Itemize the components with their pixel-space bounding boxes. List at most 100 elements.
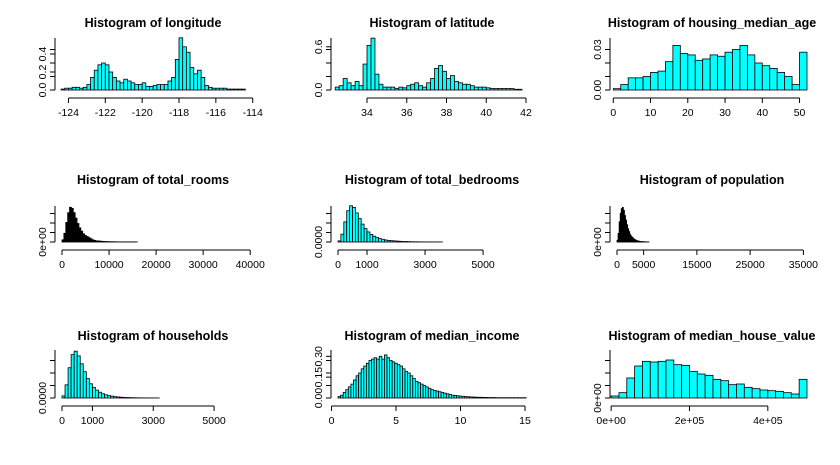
histogram-bar xyxy=(360,223,365,243)
y-tick-label: 0.2 xyxy=(37,65,49,80)
histogram-bar xyxy=(513,88,519,91)
histogram-bar xyxy=(473,86,479,91)
histogram-bar xyxy=(178,37,184,91)
y-tick-label: 0e+00 xyxy=(592,383,604,413)
histogram-bar xyxy=(454,80,459,91)
x-tick-label: 0 xyxy=(610,107,616,119)
y-tick-label: 0.30 xyxy=(313,346,325,367)
histogram-bar xyxy=(618,392,628,399)
histogram-bar xyxy=(743,386,753,399)
histogram-bar xyxy=(378,238,382,243)
histogram-bar xyxy=(174,59,180,91)
histogram-bar xyxy=(370,37,376,91)
histogram-bar xyxy=(70,354,75,399)
histogram-bar xyxy=(101,393,105,399)
x-tick-label: 4e+05 xyxy=(753,415,783,427)
histogram-bar xyxy=(79,363,84,399)
histogram-bar xyxy=(68,87,73,91)
x-tick-label: 0 xyxy=(614,259,620,271)
histogram-bar xyxy=(112,77,117,91)
histogram-bar xyxy=(717,55,726,91)
histogram-bar xyxy=(720,380,730,399)
histogram-bar xyxy=(343,221,348,243)
y-tick-label: 0e+00 xyxy=(592,227,604,257)
histogram-bar xyxy=(746,54,756,91)
histogram-bar xyxy=(342,78,348,91)
histogram-bar xyxy=(355,212,359,243)
histogram-bar xyxy=(465,83,471,91)
x-tick-label: 10 xyxy=(455,415,467,427)
y-tick-label: 0.0000 xyxy=(313,226,325,258)
histogram-bar xyxy=(505,88,511,91)
histogram-bar xyxy=(241,88,246,91)
histogram-bar xyxy=(237,88,243,91)
bars xyxy=(61,206,138,243)
histogram-bar xyxy=(767,390,777,399)
histogram-bar xyxy=(163,84,169,91)
histogram-bar xyxy=(665,61,674,91)
x-tick-label: 15000 xyxy=(682,259,711,271)
histogram-bar xyxy=(145,86,150,91)
histogram-bar xyxy=(438,65,443,91)
x-tick-label: 0 xyxy=(329,415,335,427)
histogram-bar xyxy=(141,82,147,91)
histogram-bar xyxy=(152,85,158,91)
histogram-bar xyxy=(497,88,503,91)
x-tick-label: 5000 xyxy=(202,415,226,427)
x-tick-label: 30000 xyxy=(189,259,218,271)
bars xyxy=(616,207,650,243)
x-tick-label: 5 xyxy=(393,415,399,427)
histogram-bar xyxy=(673,364,683,399)
histogram-bar xyxy=(378,83,384,91)
y-tick-label: 0e+00 xyxy=(37,227,49,257)
x-tick-label: 40000 xyxy=(236,259,265,271)
histogram-bar xyxy=(410,83,416,91)
histogram-bar xyxy=(775,390,784,399)
histogram-bar xyxy=(101,62,106,91)
histogram-bar xyxy=(386,240,391,243)
histogram-bar xyxy=(86,84,91,91)
histogram-bar xyxy=(650,72,659,91)
histogram-panel: Histogram of latitude 34 36 38 40 42 0.0 0.6 xyxy=(313,16,532,119)
histogram-bar xyxy=(799,51,808,91)
histogram-bar xyxy=(346,210,351,243)
histogram-bar xyxy=(414,82,420,91)
histogram-bar xyxy=(761,65,771,91)
bars xyxy=(610,359,808,399)
histogram-bar xyxy=(366,231,371,243)
histogram-bar xyxy=(185,51,191,91)
histogram-bar xyxy=(375,237,380,243)
histogram-bar xyxy=(612,88,622,91)
chart-title: Histogram of households xyxy=(78,329,229,343)
histogram-bar xyxy=(509,88,515,91)
histogram-bar xyxy=(350,85,356,91)
histogram-bar xyxy=(204,85,209,91)
chart-title: Histogram of housing_median_age xyxy=(608,16,816,30)
y-tick-label: 0.4 xyxy=(37,47,49,62)
x-tick-label: 15 xyxy=(519,415,531,427)
chart-title: Histogram of total_bedrooms xyxy=(345,173,519,187)
histogram-bar xyxy=(79,87,84,91)
x-tick-label: 0 xyxy=(335,259,341,271)
histogram-bar xyxy=(657,360,667,399)
histogram-bar xyxy=(215,87,220,91)
histogram-bar xyxy=(189,67,195,91)
histogram-bar xyxy=(458,82,463,91)
histogram-bar xyxy=(127,80,132,91)
x-tick-label: -114 xyxy=(243,107,263,119)
histogram-bar xyxy=(679,53,689,91)
histogram-bar xyxy=(123,78,128,91)
histogram-bar xyxy=(200,77,206,91)
histogram-bar xyxy=(76,355,81,399)
histogram-bar xyxy=(461,83,467,91)
histogram-bar xyxy=(384,239,388,243)
histogram-bar xyxy=(130,82,136,91)
histogram-bar xyxy=(395,240,400,243)
bars xyxy=(337,205,443,243)
histogram-bar xyxy=(426,82,432,91)
histogram-bar xyxy=(61,395,66,399)
histogram-bar xyxy=(732,49,741,91)
bars xyxy=(60,37,246,91)
histogram-panel: Histogram of total_bedrooms 0 1000 3000 5000… xyxy=(313,173,519,271)
histogram-bar xyxy=(724,51,733,91)
